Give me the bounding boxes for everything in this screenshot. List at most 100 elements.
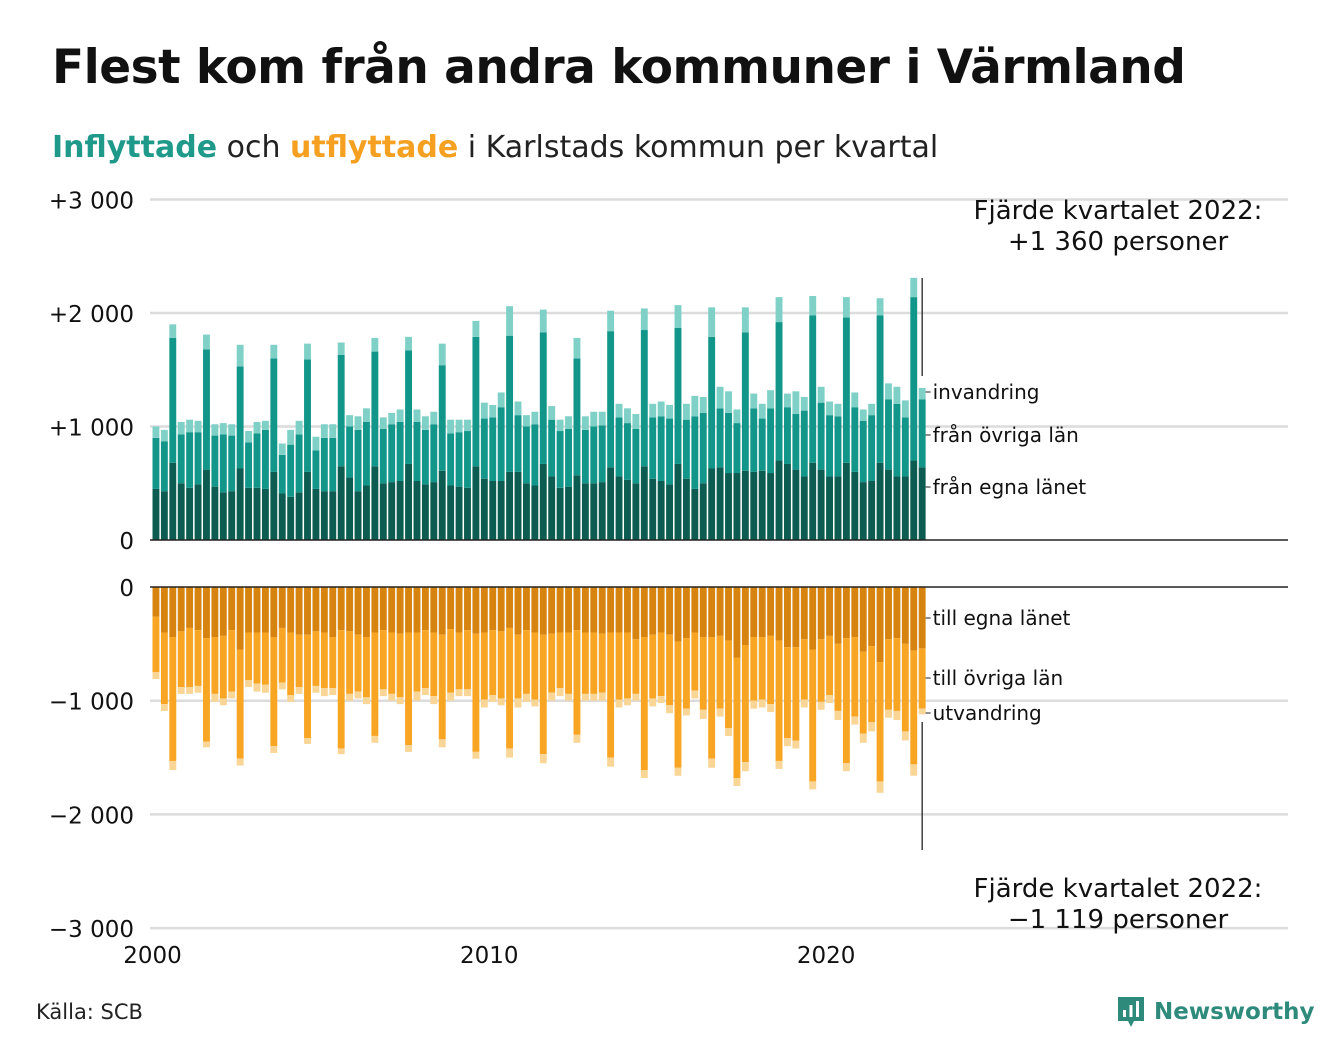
- bar-fran-ovriga-lan: [539, 332, 547, 464]
- bar-invandring: [581, 416, 589, 430]
- bar-utvandring: [556, 688, 564, 697]
- bar-invandring: [219, 423, 227, 435]
- newsworthy-brand[interactable]: Newsworthy: [1116, 994, 1315, 1030]
- bar-invandring: [733, 409, 741, 424]
- bar-utvandring: [699, 709, 707, 719]
- bar-fran-ovriga-lan: [329, 437, 337, 492]
- bar-fran-egna-lanet: [413, 480, 421, 540]
- bar-invandring: [674, 305, 682, 328]
- bar-invandring: [640, 308, 648, 331]
- bar-invandring: [522, 415, 530, 427]
- bar-fran-ovriga-lan: [910, 297, 918, 461]
- bar-utvandring: [472, 751, 480, 759]
- brand-name: Newsworthy: [1154, 999, 1315, 1025]
- bar-utvandring: [287, 695, 295, 702]
- bar-utvandring: [346, 693, 354, 701]
- bar-fran-ovriga-lan: [245, 442, 253, 488]
- bar-fran-ovriga-lan: [203, 349, 210, 470]
- bar-utvandring: [573, 734, 581, 743]
- bar-invandring: [910, 277, 918, 298]
- bar-fran-ovriga-lan: [834, 416, 842, 477]
- bar-till-egna-lanet: [405, 587, 412, 633]
- bar-till-ovriga-lan: [657, 632, 665, 697]
- bar-till-ovriga-lan: [556, 632, 564, 689]
- bar-till-ovriga-lan: [615, 632, 623, 700]
- bar-till-egna-lanet: [565, 587, 572, 633]
- bar-invandring: [320, 424, 328, 438]
- subtitle-inflyttade: Inflyttade: [52, 130, 218, 165]
- bar-fran-egna-lanet: [497, 480, 505, 540]
- bar-till-ovriga-lan: [506, 627, 514, 749]
- bar-till-ovriga-lan: [203, 638, 210, 742]
- bar-till-egna-lanet: [261, 587, 269, 633]
- bar-fran-ovriga-lan: [489, 417, 497, 481]
- bar-invandring: [800, 396, 808, 411]
- bar-invandring: [304, 343, 311, 360]
- bar-till-ovriga-lan: [447, 629, 455, 693]
- bar-fran-egna-lanet: [649, 478, 657, 540]
- bar-fran-egna-lanet: [876, 462, 884, 540]
- bar-till-egna-lanet: [186, 587, 194, 628]
- bar-fran-ovriga-lan: [346, 426, 354, 478]
- bar-fran-egna-lanet: [194, 484, 202, 540]
- bar-fran-ovriga-lan: [699, 412, 707, 484]
- bar-till-egna-lanet: [522, 587, 530, 631]
- bar-fran-egna-lanet: [910, 460, 918, 540]
- bar-till-ovriga-lan: [624, 632, 631, 699]
- bar-utvandring: [531, 699, 539, 707]
- bar-fran-ovriga-lan: [531, 424, 539, 486]
- bar-invandring: [421, 416, 429, 430]
- bar-invandring: [472, 320, 480, 337]
- bar-utvandring: [725, 727, 732, 736]
- bar-fran-ovriga-lan: [556, 431, 564, 488]
- bar-till-ovriga-lan: [682, 638, 690, 709]
- bar-utvandring: [859, 733, 867, 743]
- bar-utvandring: [211, 693, 219, 702]
- bar-till-egna-lanet: [312, 587, 320, 632]
- bar-invandring: [253, 421, 261, 434]
- bar-till-ovriga-lan: [598, 633, 606, 693]
- bar-fran-ovriga-lan: [514, 415, 522, 472]
- annotation-top-line: +1 360 personer: [1008, 227, 1229, 257]
- bar-till-egna-lanet: [834, 587, 842, 644]
- bar-till-ovriga-lan: [792, 647, 800, 741]
- label-invandring: invandring: [933, 380, 1040, 404]
- bar-till-egna-lanet: [624, 587, 631, 633]
- bar-utvandring: [194, 685, 202, 693]
- bar-invandring: [657, 401, 665, 417]
- bar-fran-egna-lanet: [784, 463, 791, 540]
- bar-fran-ovriga-lan: [565, 428, 572, 487]
- bar-fran-egna-lanet: [893, 476, 901, 540]
- bar-fran-ovriga-lan: [624, 423, 631, 480]
- bar-fran-egna-lanet: [169, 462, 177, 540]
- bar-fran-egna-lanet: [396, 480, 404, 540]
- bar-till-egna-lanet: [649, 587, 657, 635]
- bar-fran-egna-lanet: [160, 491, 168, 540]
- bar-till-ovriga-lan: [371, 632, 379, 736]
- bar-invandring: [615, 403, 623, 418]
- bar-till-egna-lanet: [733, 587, 741, 658]
- bar-till-ovriga-lan: [438, 634, 446, 740]
- bar-utvandring: [379, 689, 387, 697]
- bar-invandring: [666, 404, 674, 419]
- bar-invandring: [447, 419, 455, 434]
- bar-invandring: [177, 421, 185, 435]
- bar-fran-egna-lanet: [320, 491, 328, 540]
- y-tick-label-top: +3 000: [49, 189, 134, 215]
- bar-fran-egna-lanet: [800, 476, 808, 540]
- bar-invandring: [169, 324, 177, 338]
- bar-till-ovriga-lan: [809, 649, 817, 782]
- bar-utvandring: [666, 705, 674, 714]
- bar-invandring: [775, 297, 783, 323]
- bar-fran-egna-lanet: [548, 476, 556, 540]
- bar-fran-egna-lanet: [708, 468, 716, 540]
- bar-fran-egna-lanet: [304, 471, 311, 540]
- bar-utvandring: [758, 699, 766, 708]
- bar-invandring: [556, 419, 564, 432]
- bar-fran-ovriga-lan: [725, 412, 732, 474]
- bar-till-egna-lanet: [337, 587, 345, 631]
- bar-fran-ovriga-lan: [219, 434, 227, 493]
- bar-till-egna-lanet: [396, 587, 404, 634]
- bar-fran-egna-lanet: [329, 491, 337, 540]
- bar-utvandring: [228, 691, 236, 699]
